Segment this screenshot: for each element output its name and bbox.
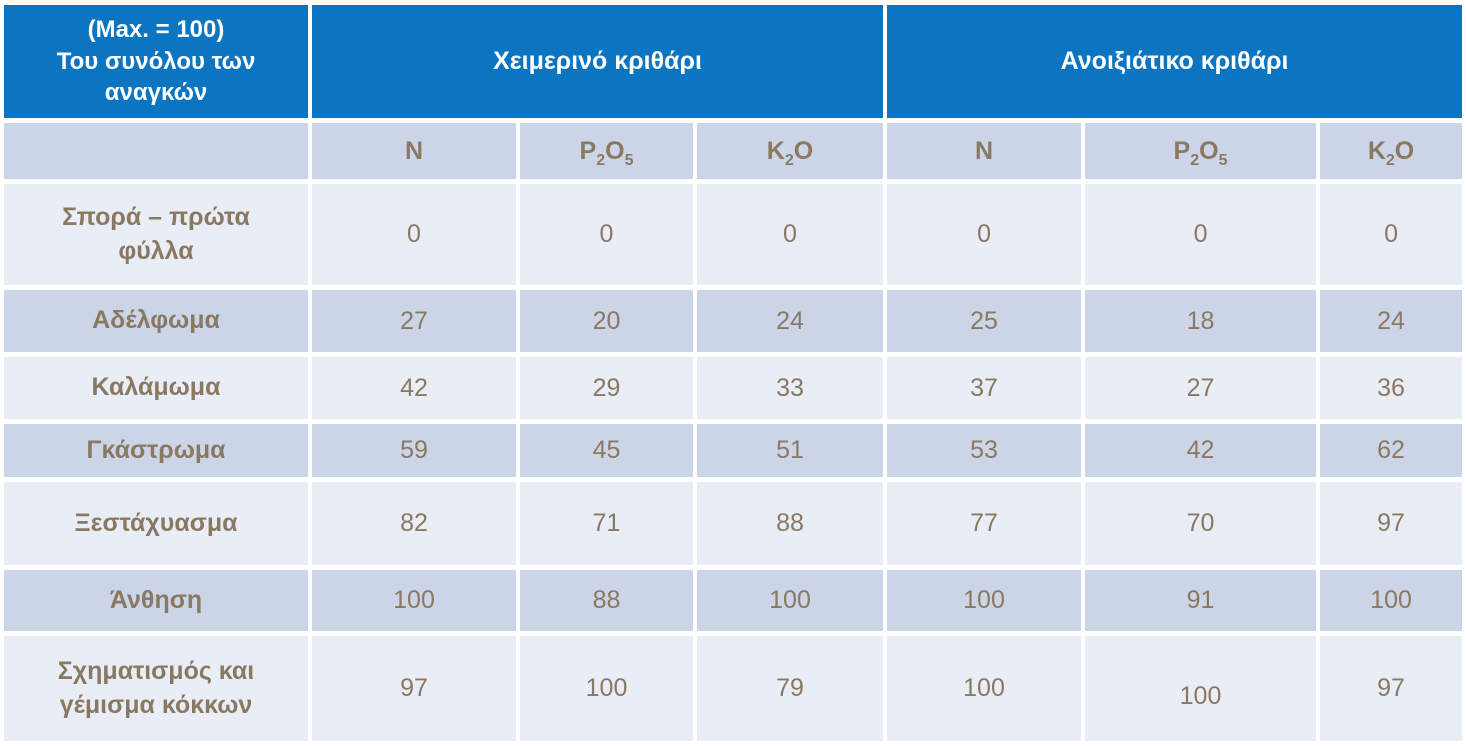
corner-header: (Max. = 100) Του συνόλου των αναγκών [4,5,308,118]
value-cell: 59 [312,424,516,477]
value-cell: 0 [520,184,693,285]
stage-label: Άνθηση [4,570,308,631]
table-row-sowing-first-leaves: Σπορά – πρώτα φύλλα 0 0 0 0 0 0 [4,184,1463,285]
value-cell: 70 [1085,482,1317,565]
col-header-winter-p2o5: P2O5 [520,123,693,179]
value-cell: 100 [312,570,516,631]
group-header-row: (Max. = 100) Του συνόλου των αναγκών Χει… [4,5,1463,118]
value-cell: 24 [697,290,884,352]
stage-label: Σχηματισμός και γέμισμα κόκκων [4,636,308,741]
value-cell: 100 [1320,570,1463,631]
value-cell: 88 [697,482,884,565]
value-cell: 97 [312,636,516,741]
table-row-tillering: Αδέλφωμα 27 20 24 25 18 24 [4,290,1463,352]
table-row-grain-formation-filling: Σχηματισμός και γέμισμα κόκκων 97 100 79… [4,636,1463,741]
value-cell: 77 [887,482,1082,565]
value-cell: 91 [1085,570,1317,631]
empty-corner-cell [4,123,308,179]
value-cell: 100 [1085,636,1317,741]
col-header-winter-n: N [312,123,516,179]
table-row-stem-elongation: Καλάμωμα 42 29 33 37 27 36 [4,357,1463,419]
value-cell: 20 [520,290,693,352]
table-row-booting: Γκάστρωμα 59 45 51 53 42 62 [4,424,1463,477]
stage-label: Ξεστάχυασμα [4,482,308,565]
group-header-winter-barley: Χειμερινό κριθάρι [312,5,884,118]
value-cell: 71 [520,482,693,565]
value-cell: 27 [1085,357,1317,419]
stage-label: Γκάστρωμα [4,424,308,477]
value-cell: 88 [520,570,693,631]
value-cell: 100 [520,636,693,741]
value-cell: 33 [697,357,884,419]
value-cell: 62 [1320,424,1463,477]
value-cell: 36 [1320,357,1463,419]
stage-label: Σπορά – πρώτα φύλλα [4,184,308,285]
value-cell: 0 [697,184,884,285]
value-cell: 0 [1085,184,1317,285]
col-header-spring-k2o: K2O [1320,123,1463,179]
table-row-flowering: Άνθηση 100 88 100 100 91 100 [4,570,1463,631]
value-cell: 0 [1320,184,1463,285]
value-cell: 100 [697,570,884,631]
value-cell: 18 [1085,290,1317,352]
value-cell: 79 [697,636,884,741]
value-cell: 42 [312,357,516,419]
value-cell: 24 [1320,290,1463,352]
value-cell: 51 [697,424,884,477]
value-cell: 97 [1320,636,1463,741]
stage-label: Καλάμωμα [4,357,308,419]
value-cell: 82 [312,482,516,565]
value-cell: 100 [887,570,1082,631]
value-cell: 0 [887,184,1082,285]
value-cell: 25 [887,290,1082,352]
value-cell: 100 [887,636,1082,741]
value-cell: 45 [520,424,693,477]
value-cell: 97 [1320,482,1463,565]
value-cell: 53 [887,424,1082,477]
value-cell: 37 [887,357,1082,419]
group-header-spring-barley: Ανοιξιάτικο κριθάρι [887,5,1463,118]
stage-label: Αδέλφωμα [4,290,308,352]
value-cell: 42 [1085,424,1317,477]
col-header-spring-p2o5: P2O5 [1085,123,1317,179]
value-cell: 29 [520,357,693,419]
value-cell: 27 [312,290,516,352]
col-header-spring-n: N [887,123,1082,179]
nutrient-header-row: N P2O5 K2O N P2O5 K2O [4,123,1463,179]
col-header-winter-k2o: K2O [697,123,884,179]
value-cell: 0 [312,184,516,285]
table-row-heading: Ξεστάχυασμα 82 71 88 77 70 97 [4,482,1463,565]
